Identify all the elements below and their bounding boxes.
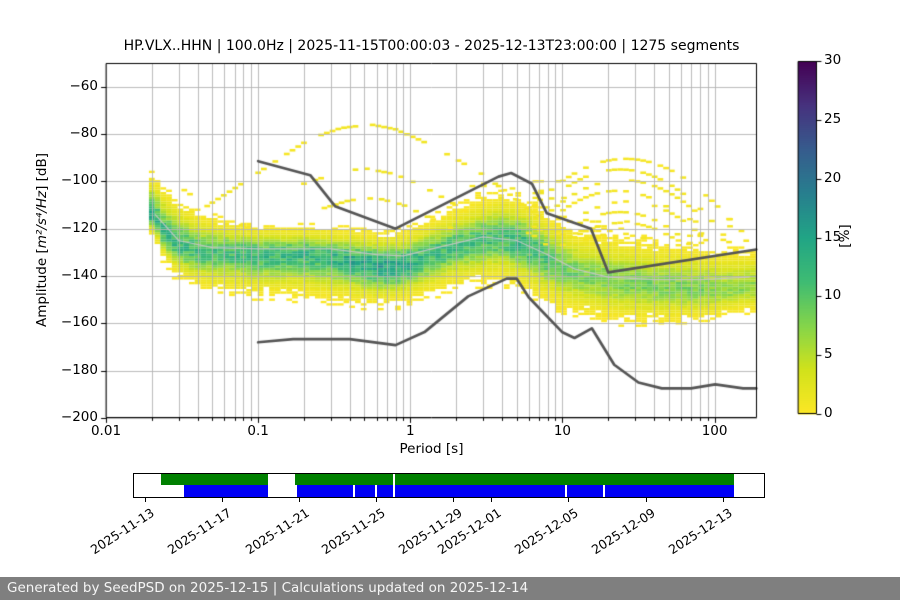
x-tick-label: 1 (405, 423, 415, 439)
timeline-tick (452, 498, 454, 502)
y-tick-label: −80 (69, 125, 99, 141)
colorbar-label: [%] (837, 224, 853, 248)
y-tick-label: −200 (60, 409, 98, 425)
colorbar-tick-label: 20 (824, 169, 842, 186)
timeline-tick (645, 498, 647, 502)
timeline-tick (299, 498, 301, 502)
timeline-gap-line (353, 485, 356, 497)
x-axis-label: Period [s] (399, 441, 464, 457)
colorbar-tick-label: 15 (824, 228, 842, 245)
timeline-blue-segment (183, 485, 268, 497)
timeline-green-segment (295, 474, 735, 485)
timeline-tick (145, 498, 146, 502)
timeline-tick (222, 498, 224, 502)
colorbar-tick-label: 10 (824, 287, 842, 304)
x-tick-label: 0.01 (90, 423, 122, 439)
colorbar-tick-label: 0 (824, 405, 833, 421)
y-tick-label: −60 (69, 77, 99, 94)
x-tick-label: 0.1 (247, 423, 269, 439)
footer-text: Generated by SeedPSD on 2025-12-15 | Cal… (7, 580, 529, 596)
colorbar-label-wrap: [%] (745, 224, 900, 247)
timeline-gap-line (375, 485, 378, 497)
timeline-green-segment (160, 474, 268, 485)
chart-title: HP.VLX..HHN | 100.0Hz | 2025-11-15T00:00… (123, 38, 740, 54)
y-tick-label: −120 (60, 219, 98, 236)
x-tick-label: 10 (553, 423, 572, 439)
timeline-tick (491, 498, 493, 502)
timeline-tick (568, 498, 570, 502)
timeline-blue-segment (297, 485, 735, 497)
timeline-gap-line (602, 485, 605, 497)
x-tick-label: 100 (701, 423, 728, 439)
y-tick-label: −180 (60, 361, 98, 378)
footer-bar: Generated by SeedPSD on 2025-12-15 | Cal… (0, 577, 900, 600)
y-tick-label: −160 (60, 314, 98, 331)
timeline-gap-line-full (393, 474, 396, 497)
y-tick-label: −140 (60, 267, 98, 283)
timeline-tick (722, 498, 724, 502)
timeline-gap-line (564, 485, 567, 497)
y-axis-label: Amplitude [m²/s⁴/Hz] [dB] (34, 152, 50, 328)
timeline-tick (375, 498, 377, 502)
colorbar-tick-label: 30 (824, 52, 842, 68)
colorbar-tick-label: 5 (824, 346, 833, 363)
colorbar-tick-label: 25 (824, 110, 842, 127)
availability-timeline (133, 473, 765, 498)
y-tick-label: −100 (60, 172, 98, 189)
